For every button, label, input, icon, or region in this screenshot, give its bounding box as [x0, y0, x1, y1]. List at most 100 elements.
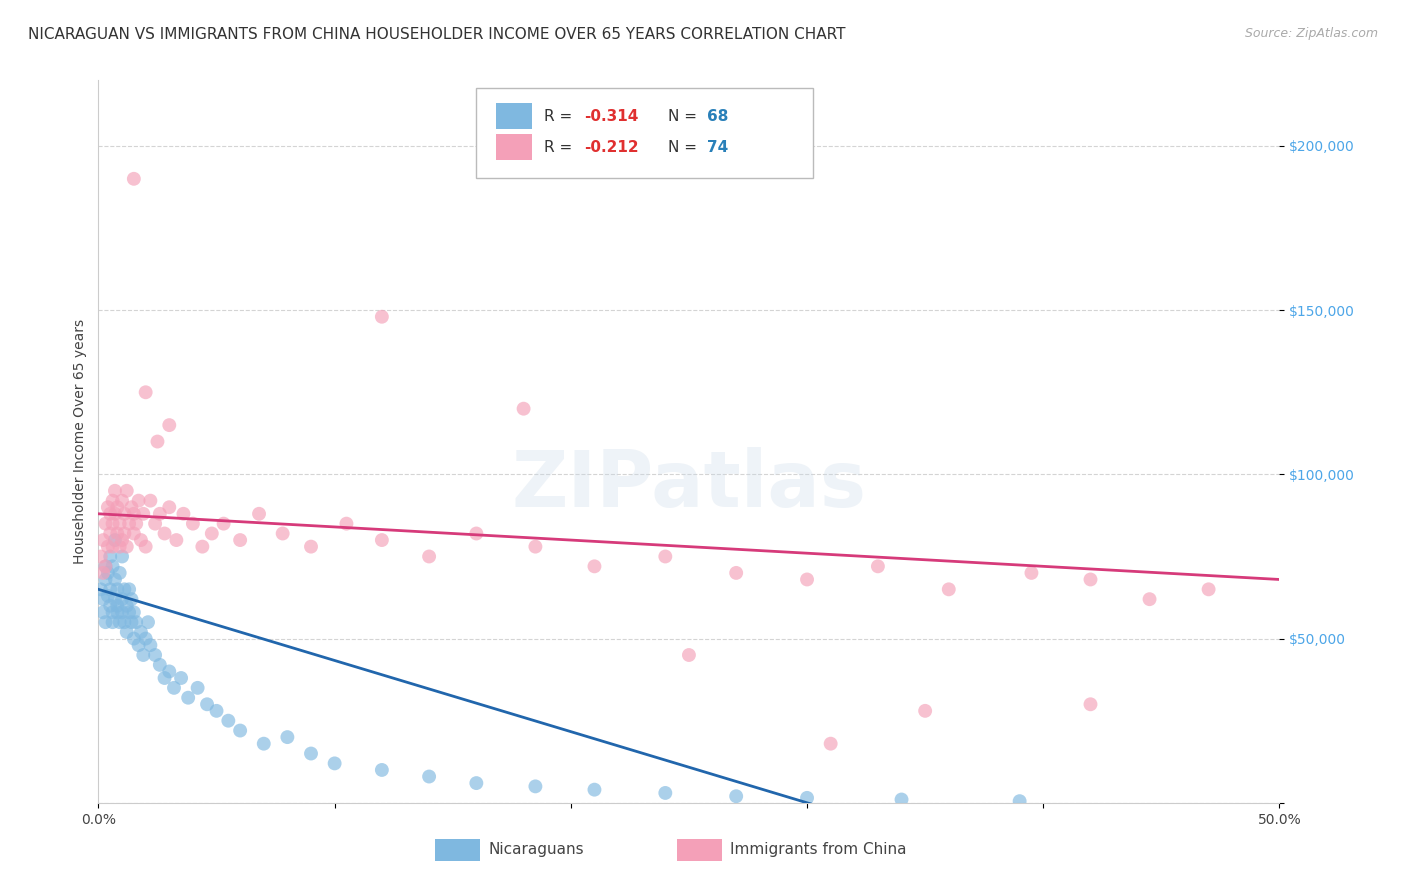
Point [111, 605, 134, 619]
Point [105, 526, 128, 541]
Point [187, 681, 209, 695]
Point [143, 516, 166, 531]
Text: 74: 74 [707, 140, 728, 155]
Point [157, 500, 180, 515]
Point [121, 592, 143, 607]
Point [105, 582, 128, 597]
Point [465, 776, 488, 790]
Point [135, 632, 157, 646]
Point [112, 615, 135, 630]
Point [101, 605, 124, 619]
Point [111, 533, 134, 547]
Point [583, 559, 606, 574]
Text: Immigrants from China: Immigrants from China [730, 842, 907, 857]
Point [217, 714, 239, 728]
Point [122, 605, 145, 619]
Text: Source: ZipAtlas.com: Source: ZipAtlas.com [1244, 27, 1378, 40]
Point [524, 780, 547, 794]
Point [104, 592, 127, 607]
Point [1008, 794, 1031, 808]
Point [820, 737, 842, 751]
Point [371, 533, 394, 547]
Bar [496, 103, 531, 129]
Point [165, 533, 187, 547]
Point [132, 507, 155, 521]
Point [654, 786, 676, 800]
Point [121, 500, 143, 515]
Point [524, 540, 547, 554]
Point [247, 507, 270, 521]
Text: Nicaraguans: Nicaraguans [488, 842, 583, 857]
Point [1021, 566, 1043, 580]
Point [725, 566, 748, 580]
Point [97, 500, 120, 515]
Point [796, 573, 818, 587]
Point [153, 671, 176, 685]
Point [122, 632, 145, 646]
Point [157, 665, 180, 679]
Point [678, 648, 700, 662]
Point [276, 730, 298, 744]
Point [111, 493, 134, 508]
Point [205, 704, 228, 718]
Point [98, 599, 121, 613]
Point [104, 573, 127, 587]
Point [94, 573, 117, 587]
Point [94, 615, 117, 630]
Point [108, 516, 131, 531]
Point [98, 526, 121, 541]
Point [104, 483, 127, 498]
Point [512, 401, 534, 416]
Point [143, 648, 166, 662]
Point [299, 747, 322, 761]
Point [98, 507, 121, 521]
Point [94, 516, 117, 531]
Point [149, 507, 172, 521]
Y-axis label: Householder Income Over 65 years: Householder Income Over 65 years [73, 319, 87, 564]
Point [170, 671, 193, 685]
Point [914, 704, 936, 718]
Point [157, 418, 180, 433]
Point [135, 540, 157, 554]
Bar [678, 838, 723, 861]
Point [118, 582, 141, 597]
Point [128, 493, 150, 508]
Point [122, 526, 145, 541]
Point [136, 615, 159, 630]
Point [118, 516, 141, 531]
Text: ZIPatlas: ZIPatlas [512, 447, 866, 523]
Point [1080, 698, 1102, 712]
Point [323, 756, 346, 771]
Point [97, 566, 120, 580]
Point [94, 559, 117, 574]
Point [97, 589, 120, 603]
FancyBboxPatch shape [477, 87, 813, 178]
Point [112, 526, 135, 541]
Text: N =: N = [668, 109, 702, 124]
Point [583, 782, 606, 797]
Point [105, 500, 128, 515]
Point [163, 681, 186, 695]
Point [1198, 582, 1220, 597]
Point [271, 526, 294, 541]
Point [105, 605, 128, 619]
Point [91, 592, 114, 607]
Point [101, 493, 124, 508]
Point [299, 540, 322, 554]
Point [177, 690, 200, 705]
Point [938, 582, 960, 597]
Point [229, 533, 252, 547]
Point [418, 770, 440, 784]
Point [191, 540, 214, 554]
Point [98, 549, 121, 564]
Point [418, 549, 440, 564]
Point [122, 507, 145, 521]
Point [153, 526, 176, 541]
Point [90, 582, 112, 597]
Point [108, 566, 131, 580]
Point [146, 434, 169, 449]
Point [135, 385, 157, 400]
Text: R =: R = [544, 140, 576, 155]
Point [125, 615, 148, 630]
Point [91, 605, 114, 619]
